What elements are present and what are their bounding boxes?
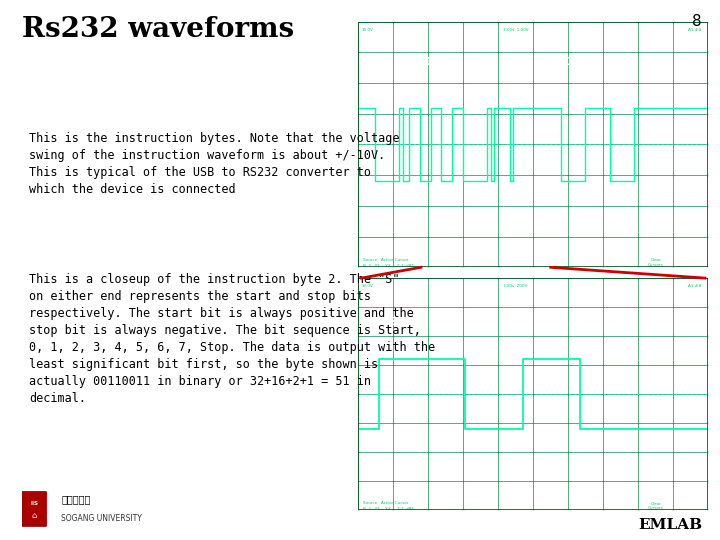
Text: 1: 1 bbox=[418, 316, 426, 327]
Text: 0: 0 bbox=[565, 57, 572, 66]
Text: Source   Active Cursor: Source Active Cursor bbox=[363, 501, 408, 505]
Text: A1 ##: A1 ## bbox=[688, 28, 701, 32]
Text: 1.00s  200V: 1.00s 200V bbox=[503, 284, 528, 288]
Text: B  2   Y1--  Y2--   1:1  dB1: B 2 Y1-- Y2-- 1:1 dB1 bbox=[363, 264, 414, 268]
Text: 0: 0 bbox=[620, 316, 626, 327]
Text: 3.00s  1.00V: 3.00s 1.00V bbox=[503, 28, 528, 32]
Text: 0: 0 bbox=[476, 316, 483, 327]
Text: This is a closeup of the instruction byte 2. The "S"
on either end represents th: This is a closeup of the instruction byt… bbox=[29, 273, 435, 404]
Text: 1: 1 bbox=[447, 316, 454, 327]
Text: 1: 1 bbox=[534, 316, 541, 327]
Text: A1 ##: A1 ## bbox=[688, 284, 701, 288]
Text: ⌂: ⌂ bbox=[32, 511, 37, 521]
Text: IIS: IIS bbox=[30, 501, 38, 506]
Text: S: S bbox=[649, 316, 656, 327]
Text: 1: 1 bbox=[562, 316, 569, 327]
Text: 0: 0 bbox=[505, 316, 512, 327]
Text: 10.0V: 10.0V bbox=[361, 284, 373, 288]
Text: 0: 0 bbox=[502, 57, 508, 66]
Text: S: S bbox=[390, 316, 397, 327]
Text: 51: 51 bbox=[420, 57, 433, 66]
Text: 0: 0 bbox=[618, 57, 624, 66]
Text: 0: 0 bbox=[372, 57, 379, 66]
Text: 0: 0 bbox=[463, 57, 470, 66]
Text: Clear
Cursors: Clear Cursors bbox=[648, 502, 664, 510]
Text: SOGANG UNIVERSITY: SOGANG UNIVERSITY bbox=[61, 514, 142, 523]
Text: This is the instruction bytes. Note that the voltage
swing of the instruction wa: This is the instruction bytes. Note that… bbox=[29, 132, 400, 197]
Text: 8: 8 bbox=[693, 14, 702, 29]
Text: Rs232 waveforms: Rs232 waveforms bbox=[22, 16, 294, 43]
Text: 0: 0 bbox=[591, 316, 598, 327]
Text: 10.0V: 10.0V bbox=[361, 28, 373, 32]
Text: Source   Active Cursor: Source Active Cursor bbox=[363, 258, 408, 261]
Text: 서강대학교: 서강대학교 bbox=[61, 495, 91, 504]
Text: EMLAB: EMLAB bbox=[638, 518, 702, 532]
FancyBboxPatch shape bbox=[22, 491, 47, 526]
Text: Clear
Cursors: Clear Cursors bbox=[648, 259, 664, 267]
Text: B  2   Y1--  Y2--   1:1  dB1: B 2 Y1-- Y2-- 1:1 dB1 bbox=[363, 507, 414, 511]
